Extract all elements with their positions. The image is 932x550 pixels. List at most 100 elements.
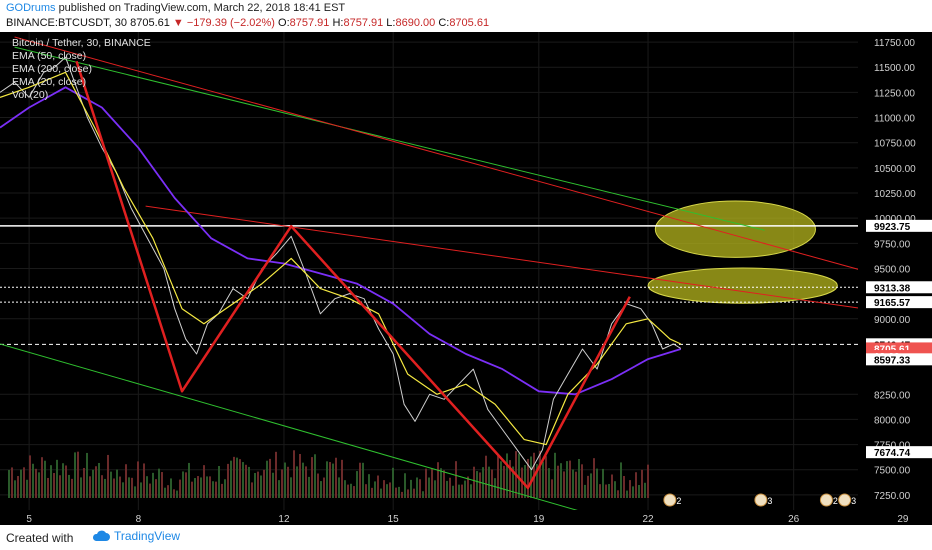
price-change: −179.39 (−2.02%) <box>186 17 275 29</box>
volume-bar <box>128 477 130 498</box>
volume-bar <box>320 481 322 498</box>
volume-bar <box>146 476 148 498</box>
volume-bar <box>50 465 52 498</box>
volume-bar <box>575 471 577 498</box>
volume-bar <box>593 458 595 498</box>
volume-bar <box>185 472 187 498</box>
volume-bar <box>245 464 247 498</box>
volume-bar <box>572 469 574 498</box>
volume-bar <box>134 486 136 498</box>
volume-bar <box>629 480 631 498</box>
volume-bar <box>32 463 34 498</box>
volume-bar <box>464 480 466 498</box>
zigzag-line <box>75 60 631 490</box>
volume-bar <box>293 450 295 498</box>
price-line <box>0 56 682 471</box>
volume-bar <box>449 477 451 498</box>
volume-bar <box>29 455 31 498</box>
volume-bar <box>596 468 598 498</box>
volume-bar <box>506 453 508 498</box>
price-tick-label: 9750.00 <box>874 239 911 250</box>
volume-bar <box>194 478 196 498</box>
volume-bar <box>314 454 316 498</box>
volume-bar <box>164 487 166 498</box>
time-tick-label: 29 <box>897 514 909 525</box>
volume-bar <box>311 457 313 498</box>
down-arrow-icon: ▼ <box>172 17 184 29</box>
volume-bar <box>209 476 211 498</box>
volume-bar <box>302 462 304 498</box>
volume-bar <box>305 466 307 498</box>
volume-bar <box>203 465 205 498</box>
volume-bar <box>329 462 331 498</box>
time-tick-label: 26 <box>788 514 800 525</box>
price-tick-label: 7750.00 <box>874 441 911 452</box>
volume-bar <box>239 459 241 498</box>
volume-bar <box>584 484 586 498</box>
price-axis <box>858 32 932 510</box>
volume-bar <box>233 456 235 498</box>
trend-line <box>145 205 885 313</box>
volume-bar <box>125 464 127 498</box>
volume-bar <box>188 462 190 498</box>
volume-bar <box>260 475 262 498</box>
high-label: H: <box>332 17 344 29</box>
volume-bar <box>257 471 259 498</box>
volume-bar <box>344 480 346 498</box>
volume-bar <box>68 474 70 498</box>
volume-bar <box>497 454 499 498</box>
volume-bar <box>611 474 613 498</box>
tradingview-logo[interactable]: TradingView <box>92 529 180 543</box>
chart-area[interactable]: 2 3 2 3 5 11750.00 11500.00 11250.00 11000.00 107… <box>0 32 932 525</box>
volume-bar <box>170 478 172 498</box>
volume-bar <box>116 469 118 498</box>
chart-header: GODrums published on TradingView.com, Ma… <box>0 0 932 32</box>
volume-bar <box>395 487 397 498</box>
volume-bar <box>479 472 481 498</box>
volume-bar <box>284 462 286 498</box>
volume-bar <box>467 476 469 498</box>
volume-bar <box>14 480 16 498</box>
volume-bar <box>80 477 82 498</box>
volume-bar <box>266 460 268 498</box>
event-count: 3 <box>851 496 856 506</box>
volume-bar <box>59 475 61 498</box>
price-label: 9923.75 <box>874 222 911 233</box>
volume-bar <box>212 481 214 498</box>
volume-bar <box>536 464 538 498</box>
volume-bar <box>446 480 448 498</box>
volume-bar <box>434 480 436 498</box>
volume-bar <box>356 471 358 498</box>
time-tick-label: 12 <box>278 514 290 525</box>
volume-bar <box>206 476 208 498</box>
volume-bar <box>647 464 649 498</box>
volume-bar <box>368 474 370 498</box>
volume-bar <box>437 462 439 498</box>
volume-bar <box>578 459 580 498</box>
volume-bar <box>353 486 355 498</box>
price-chart[interactable]: 2 3 2 3 5 11750.00 11500.00 11250.00 11000.00 107… <box>0 32 932 525</box>
volume-bar <box>599 484 601 498</box>
volume-bar <box>374 481 376 498</box>
time-tick-label: 22 <box>642 514 654 525</box>
close-label: C: <box>438 17 450 29</box>
volume-bar <box>524 465 526 498</box>
trend-line <box>14 36 932 291</box>
volume-bar <box>95 466 97 498</box>
volume-bar <box>539 450 541 498</box>
volume-bar <box>131 477 133 498</box>
volume-bar <box>386 484 388 498</box>
volume-bar <box>500 461 502 498</box>
author-link[interactable]: GODrums <box>6 2 56 14</box>
volume-bar <box>167 485 169 498</box>
volume-bar <box>602 468 604 498</box>
volume-bar <box>269 458 271 498</box>
volume-bar <box>92 469 94 498</box>
volume-bar <box>473 466 475 498</box>
price-tick-label: 9500.00 <box>874 264 911 275</box>
volume-bar <box>38 472 40 498</box>
volume-bar <box>557 465 559 498</box>
price-tick-label: 9000.00 <box>874 315 911 326</box>
volume-bar <box>308 476 310 498</box>
event-icon <box>754 493 768 507</box>
